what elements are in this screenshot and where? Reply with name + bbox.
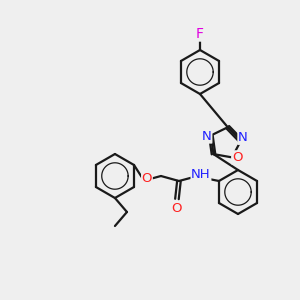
Text: O: O: [142, 172, 152, 185]
Text: O: O: [232, 151, 242, 164]
Text: N: N: [238, 131, 248, 144]
Text: NH: NH: [191, 169, 211, 182]
Text: O: O: [172, 202, 182, 214]
Text: F: F: [196, 27, 204, 41]
Text: N: N: [202, 130, 212, 143]
